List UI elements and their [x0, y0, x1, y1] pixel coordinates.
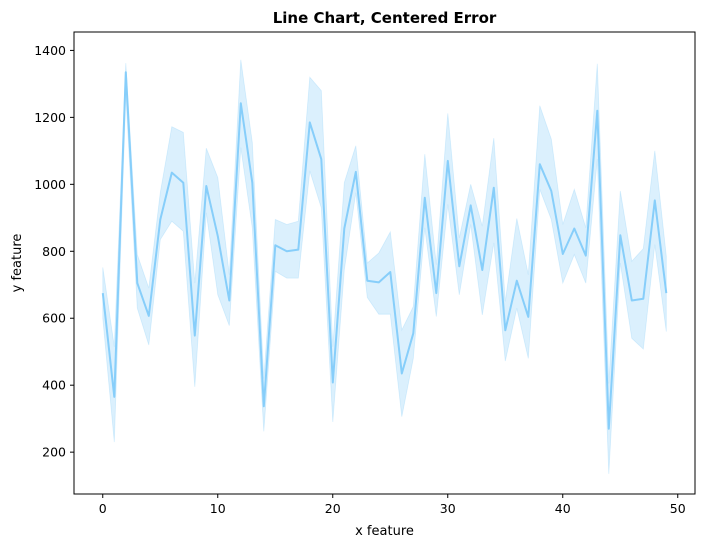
y-axis-title: y feature — [10, 234, 25, 293]
x-tick-label: 0 — [99, 501, 107, 516]
y-tick-label: 1000 — [34, 177, 66, 192]
chart-title: Line Chart, Centered Error — [273, 9, 497, 27]
series-line — [101, 71, 668, 430]
x-axis-title: x feature — [355, 524, 414, 539]
y-tick-label: 400 — [42, 378, 66, 393]
x-tick-label: 10 — [210, 501, 226, 516]
x-tick-label: 50 — [670, 501, 686, 516]
x-tick-label: 20 — [325, 501, 341, 516]
y-tick-label: 1200 — [34, 110, 66, 125]
y-tick-label: 1400 — [34, 43, 66, 58]
plot-area — [101, 59, 668, 474]
y-tick-label: 600 — [42, 311, 66, 326]
y-tick-label: 800 — [42, 244, 66, 259]
error-band — [102, 59, 667, 474]
x-axis-ticks: 0 10 20 30 40 50 — [99, 494, 686, 516]
axes-frame — [73, 31, 696, 495]
y-tick-label: 200 — [42, 445, 66, 460]
y-axis-ticks: 200 400 600 800 1000 1200 1400 — [34, 43, 74, 460]
x-tick-label: 40 — [555, 501, 571, 516]
x-tick-label: 30 — [440, 501, 456, 516]
